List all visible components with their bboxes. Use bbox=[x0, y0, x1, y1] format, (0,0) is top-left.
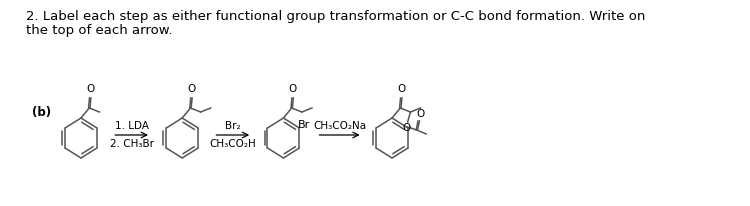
Text: CH₃CO₂Na: CH₃CO₂Na bbox=[313, 121, 366, 131]
Text: 2. Label each step as either functional group transformation or C-C bond formati: 2. Label each step as either functional … bbox=[26, 10, 645, 23]
Text: Br₂: Br₂ bbox=[225, 121, 241, 131]
Text: (b): (b) bbox=[32, 105, 51, 118]
Text: 2. CH₃Br: 2. CH₃Br bbox=[110, 139, 154, 149]
Text: the top of each arrow.: the top of each arrow. bbox=[26, 24, 172, 37]
Text: Br: Br bbox=[298, 120, 310, 130]
Text: O: O bbox=[397, 84, 405, 94]
Text: O: O bbox=[86, 84, 94, 94]
Text: 1. LDA: 1. LDA bbox=[115, 121, 148, 131]
Text: CH₃CO₂H: CH₃CO₂H bbox=[209, 139, 256, 149]
Text: O: O bbox=[188, 84, 196, 94]
Text: O: O bbox=[289, 84, 297, 94]
Text: O: O bbox=[403, 123, 411, 133]
Text: O: O bbox=[416, 109, 424, 119]
